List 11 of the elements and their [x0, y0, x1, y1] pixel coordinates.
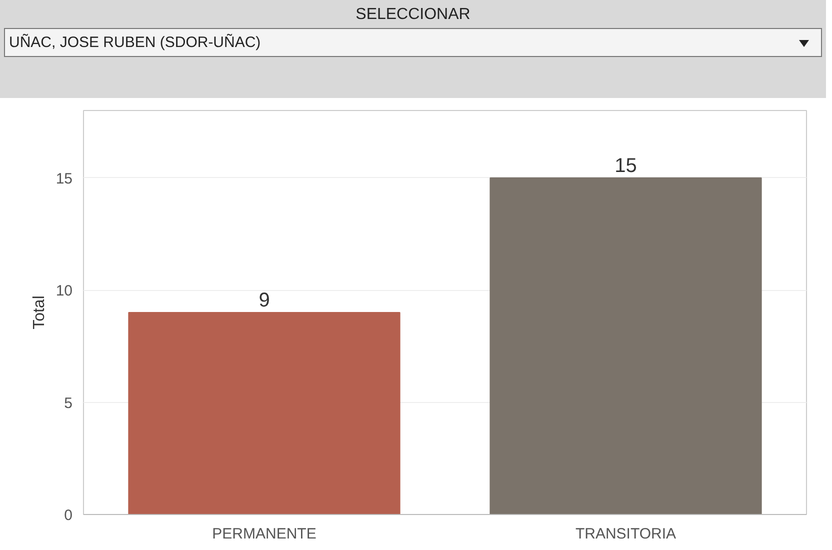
y-axis-title: Total	[30, 296, 48, 330]
data-label: 15	[614, 154, 637, 177]
y-tick-label: 15	[56, 170, 73, 188]
y-tick-label: 0	[64, 507, 72, 524]
data-label: 9	[258, 290, 270, 312]
y-tick-label: 5	[64, 394, 72, 412]
x-tick-label: PERMANENTE	[212, 526, 316, 542]
x-tick-label: TRANSITORIA	[575, 526, 676, 542]
chart-title: SELECCIONAR	[354, 5, 472, 25]
chart-subtitle: UÑAC, JOSE RUBEN (SDOR-UÑAC)	[9, 34, 261, 51]
y-tick-label: 10	[56, 282, 73, 300]
